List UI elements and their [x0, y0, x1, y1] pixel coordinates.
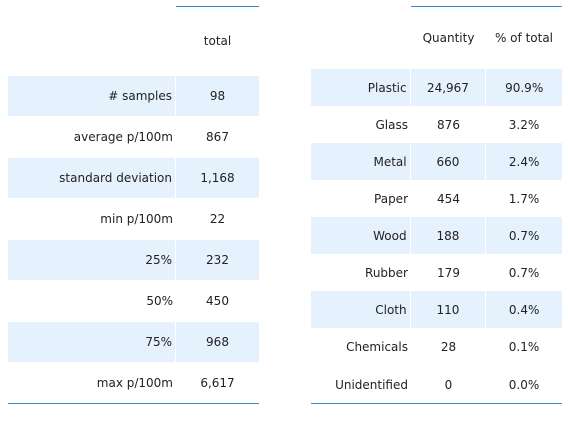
- material-label: Paper: [374, 191, 408, 206]
- row-value: 968: [206, 335, 229, 349]
- row-label: average p/100m: [73, 130, 173, 144]
- table-bottom-rule: [8, 403, 259, 404]
- row-label: max p/100m: [96, 376, 173, 390]
- material-quantity: 179: [437, 265, 460, 280]
- material-percent: 0.0%: [508, 377, 540, 392]
- row-value: 232: [206, 253, 229, 267]
- material-quantity: 110: [411, 291, 487, 328]
- material-quantity: 188: [411, 217, 487, 254]
- material-percent: 0.1%: [508, 339, 540, 354]
- table-row: Rubber 179 0.7%: [311, 254, 562, 291]
- table-row: Glass 876 3.2%: [311, 106, 562, 143]
- table-row: Metal 660 2.4%: [311, 143, 562, 180]
- material-label: Unidentified: [335, 377, 408, 392]
- material-label: Plastic: [311, 69, 411, 106]
- material-percent: 2.4%: [508, 154, 540, 169]
- table-top-rule: [176, 6, 259, 7]
- table-row: # samples 98: [8, 76, 259, 116]
- material-quantity: 28: [440, 339, 457, 354]
- material-percent: 0.7%: [508, 228, 540, 243]
- table-row: Plastic 24,967 90.9%: [311, 69, 562, 106]
- column-header-quantity: Quantity: [422, 31, 475, 45]
- material-label: Chemicals: [346, 339, 408, 354]
- table-row: 75% 968: [8, 322, 259, 362]
- material-percent: 3.2%: [508, 117, 540, 132]
- table-row: 50% 450: [8, 281, 259, 321]
- material-label: Metal: [311, 143, 411, 180]
- table-row: Chemicals 28 0.1%: [311, 328, 562, 365]
- row-value: 22: [209, 212, 226, 226]
- table-row: Unidentified 0 0.0%: [311, 366, 562, 403]
- table-top-rule: [411, 6, 562, 7]
- material-quantity: 24,967: [411, 69, 487, 106]
- row-value: 1,168: [200, 171, 235, 185]
- row-value: 450: [206, 294, 229, 308]
- table-row: max p/100m 6,617: [8, 363, 259, 403]
- material-quantity: 660: [411, 143, 487, 180]
- material-label: Glass: [375, 117, 409, 132]
- table-row: min p/100m 22: [8, 199, 259, 239]
- material-label: Wood: [311, 217, 411, 254]
- material-quantity: 876: [437, 117, 460, 132]
- row-label: standard deviation: [8, 158, 176, 198]
- table-row: average p/100m 867: [8, 117, 259, 157]
- material-quantity: 0: [444, 377, 453, 392]
- column-header-total: total: [203, 34, 232, 48]
- row-label: # samples: [8, 76, 176, 116]
- row-label: 50%: [146, 294, 173, 308]
- row-label: 25%: [8, 240, 176, 280]
- row-label: min p/100m: [100, 212, 173, 226]
- table-row: standard deviation 1,168: [8, 158, 259, 198]
- column-header-percent: % of total: [494, 31, 554, 45]
- table-row: Cloth 110 0.4%: [311, 291, 562, 328]
- material-percent: 0.4%: [508, 302, 540, 317]
- table-row: Paper 454 1.7%: [311, 180, 562, 217]
- row-value: 98: [209, 89, 226, 103]
- material-label: Cloth: [311, 291, 411, 328]
- table-row: 25% 232: [8, 240, 259, 280]
- material-label: Rubber: [365, 265, 408, 280]
- material-percent: 1.7%: [508, 191, 540, 206]
- material-percent: 0.7%: [508, 265, 540, 280]
- material-quantity: 454: [437, 191, 460, 206]
- row-label: 75%: [8, 322, 176, 362]
- row-value: 867: [206, 130, 229, 144]
- table-row: Wood 188 0.7%: [311, 217, 562, 254]
- table-bottom-rule: [311, 403, 562, 404]
- row-value: 6,617: [200, 376, 235, 390]
- material-percent: 90.9%: [505, 80, 544, 95]
